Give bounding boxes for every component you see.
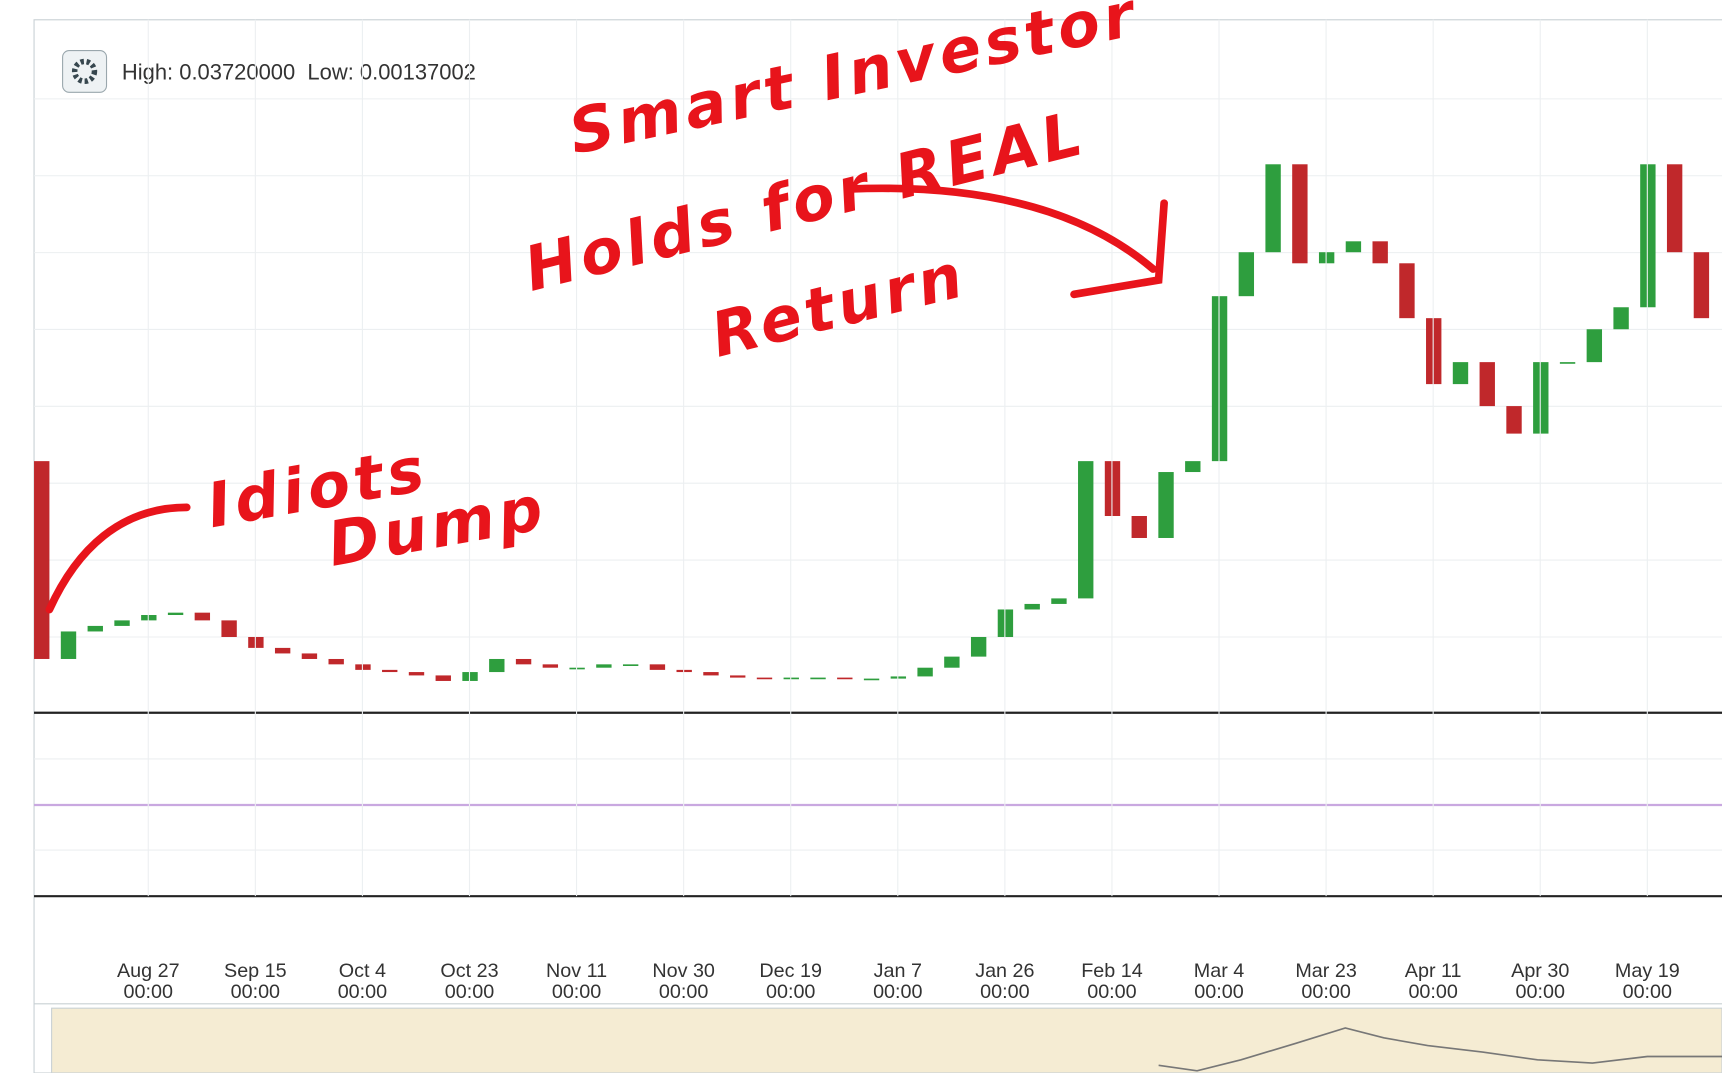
settings-button[interactable] [62,49,108,93]
x-tick-date: Oct 4 [339,960,386,982]
x-tick-time: 00:00 [766,981,815,1003]
x-tick-time: 00:00 [1623,981,1672,1003]
candle [596,664,612,668]
candle [1693,252,1710,319]
candle [489,658,505,673]
x-tick-time: 00:00 [1301,981,1350,1003]
candle [1613,307,1629,330]
x-tick-date: Nov 30 [652,960,715,982]
x-tick-time: 00:00 [445,981,494,1003]
candle [1506,406,1522,434]
candle [1185,461,1201,473]
candle [1051,598,1067,604]
x-tick-time: 00:00 [124,981,173,1003]
x-tick-time: 00:00 [980,981,1029,1003]
candle [863,678,880,681]
candle [60,631,77,659]
candle [87,625,103,632]
candle [837,677,853,680]
candle [730,675,746,678]
x-tick-time: 00:00 [1516,981,1565,1003]
x-tick-date: Dec 19 [759,960,822,982]
candle [703,672,719,676]
candles [34,164,1710,681]
x-tick-date: Oct 23 [440,960,498,982]
x-tick-date: Mar 23 [1295,960,1356,982]
candle [34,461,50,659]
x-tick-time: 00:00 [552,981,601,1003]
candle [1399,263,1415,319]
annotation-arrow [847,184,1168,299]
chart-frame [33,19,1722,1073]
navigator[interactable] [51,1007,1722,1073]
candle [194,612,211,621]
high-low: High: 0.03720000 Low: 0.00137002 [122,59,476,84]
candle [1666,164,1683,253]
navigator-line [1158,1027,1722,1072]
x-tick-date: Apr 11 [1405,960,1462,982]
candle [756,677,773,680]
x-tick-date: Apr 30 [1511,960,1569,982]
candle [649,664,666,670]
x-tick-time: 00:00 [1087,981,1136,1003]
gear-icon [71,58,98,85]
candle [1292,164,1308,264]
candle [1586,329,1603,363]
x-tick-date: Jan 26 [975,960,1034,982]
x-tick-date: Feb 14 [1081,960,1143,982]
x-tick-time: 00:00 [338,981,387,1003]
annotation-arrow [45,503,191,614]
candle [1345,241,1362,253]
candle [1238,252,1255,297]
candle [301,653,318,659]
candle [114,620,130,626]
candle [944,656,960,668]
x-tick-time: 00:00 [1194,981,1243,1003]
candle [1024,603,1040,610]
candle [1158,472,1174,538]
x-tick-date: Jan 7 [874,960,922,982]
candle [1078,461,1094,599]
x-tick-date: May 19 [1615,960,1680,982]
candle [167,612,184,616]
x-tick-date: Aug 27 [117,960,180,982]
candle [248,636,264,648]
x-tick-time: 00:00 [1408,981,1457,1003]
x-tick-time: 00:00 [659,981,708,1003]
candle [1479,362,1495,407]
x-tick-time: 00:00 [873,981,922,1003]
candle [435,675,451,681]
candle [1372,241,1388,264]
candle [1559,362,1576,364]
candle [1265,164,1281,253]
candle [408,672,425,676]
candle [382,669,398,673]
candle [970,636,987,657]
candle [328,658,344,665]
candle [917,667,933,677]
candle [810,677,826,680]
candle [274,647,291,654]
x-tick-time: 00:00 [231,981,280,1003]
candle [1452,362,1469,385]
grid [34,98,1722,851]
candle [622,664,639,666]
candle [1131,516,1147,538]
candle [515,658,532,665]
candle [542,664,559,668]
x-tick-date: Sep 15 [224,960,287,982]
x-tick-date: Mar 4 [1194,960,1245,982]
x-tick-date: Nov 11 [546,960,607,982]
candle [221,620,237,637]
